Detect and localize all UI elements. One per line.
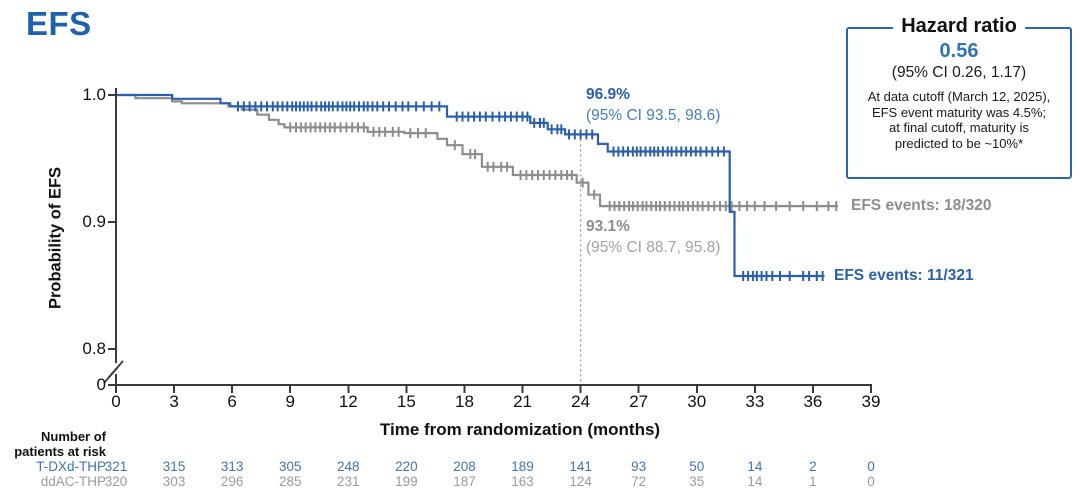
y-axis-title: Probability of EFS (46, 166, 65, 310)
y-tick-label: 0.9 (82, 212, 106, 231)
x-tick-label: 15 (396, 392, 416, 411)
y-tick-label: 1.0 (82, 85, 106, 104)
risk-value: 303 (162, 474, 186, 489)
x-tick-label: 0 (111, 392, 121, 411)
y-tick-label: 0.8 (82, 339, 106, 358)
hazard-ratio-title: Hazard ratio (893, 15, 1025, 38)
x-tick-label: 24 (571, 392, 591, 411)
risk-row-label: T-DXd-THP (36, 459, 106, 474)
x-tick-label: 18 (454, 392, 474, 411)
risk-value: 313 (220, 459, 244, 474)
risk-value: 187 (453, 474, 476, 489)
risk-row-label: ddAC-THP (40, 474, 106, 489)
x-tick-label: 30 (687, 392, 707, 411)
x-tick-label: 21 (513, 392, 532, 411)
risk-value: 189 (511, 459, 534, 474)
risk-value: 320 (104, 474, 128, 489)
x-tick-label: 33 (745, 392, 765, 411)
ddac-events-label: EFS events: 18/320 (851, 197, 992, 214)
hazard-ratio-ci: (95% CI 0.26, 1.17) (891, 64, 1027, 81)
risk-value: 208 (453, 459, 476, 474)
landmark-annotation-tdxd: 96.9% (95% CI 93.5, 98.6) (586, 84, 720, 126)
tdxd-events-label: EFS events: 11/321 (834, 267, 974, 284)
risk-value: 2 (809, 459, 817, 474)
page-title: EFS (26, 5, 92, 42)
risk-value: 93 (631, 459, 647, 474)
landmark-annotation-ddac: 93.1% (95% CI 88.7, 95.8) (586, 216, 720, 258)
risk-value: 231 (337, 474, 360, 489)
x-tick-label: 36 (803, 392, 823, 411)
risk-value: 72 (631, 474, 647, 489)
x-tick-label: 39 (861, 392, 881, 411)
ddac-landmark-value: 93.1% (586, 218, 630, 235)
risk-value: 315 (162, 459, 186, 474)
risk-value: 50 (689, 459, 705, 474)
x-tick-label: 12 (338, 392, 358, 411)
risk-value: 296 (220, 474, 244, 489)
hazard-ratio-note: At data cutoff (March 12, 2025), EFS eve… (867, 89, 1051, 151)
x-tick-label: 3 (169, 392, 179, 411)
risk-value: 14 (747, 474, 763, 489)
risk-value: 285 (278, 474, 302, 489)
risk-value: 220 (395, 459, 418, 474)
ddac-landmark-ci: (95% CI 88.7, 95.8) (586, 239, 721, 256)
x-tick-label: 9 (285, 392, 295, 411)
risk-value: 1 (809, 474, 817, 489)
risk-value: 141 (569, 459, 592, 474)
tdxd-landmark-value: 96.9% (586, 86, 630, 103)
x-tick-label: 27 (629, 392, 649, 411)
y-tick-label: 0 (96, 375, 106, 394)
risk-value: 35 (689, 474, 705, 489)
risk-value: 199 (395, 474, 418, 489)
risk-table-header: Number of patients at risk (14, 429, 106, 459)
tdxd-landmark-ci: (95% CI 93.5, 98.6) (586, 107, 721, 124)
risk-value: 0 (867, 474, 875, 489)
risk-value: 163 (511, 474, 534, 489)
x-tick-label: 6 (227, 392, 237, 411)
hazard-ratio-value: 0.56 (939, 40, 979, 62)
risk-value: 0 (867, 459, 875, 474)
risk-value: 124 (569, 474, 592, 489)
x-axis-title: Time from randomization (months) (379, 420, 661, 439)
risk-value: 321 (104, 459, 128, 474)
hazard-ratio-box: Hazard ratio 0.56 (95% CI 0.26, 1.17) At… (846, 15, 1072, 179)
risk-value: 305 (278, 459, 302, 474)
risk-value: 14 (747, 459, 763, 474)
risk-value: 248 (337, 459, 360, 474)
